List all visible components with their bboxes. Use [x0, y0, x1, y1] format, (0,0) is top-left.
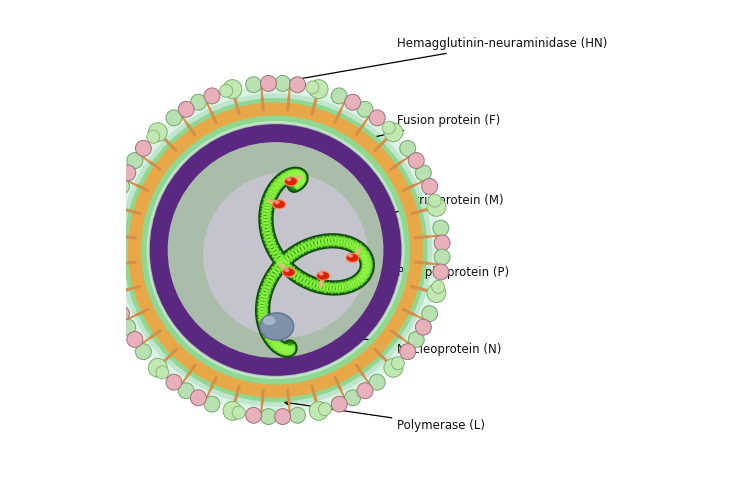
Circle shape	[120, 165, 136, 181]
Circle shape	[106, 206, 119, 220]
Circle shape	[204, 396, 220, 412]
Circle shape	[220, 84, 232, 97]
Circle shape	[369, 374, 386, 390]
Ellipse shape	[319, 272, 324, 276]
Circle shape	[223, 402, 242, 420]
Circle shape	[345, 390, 361, 406]
Circle shape	[260, 408, 277, 424]
Circle shape	[113, 178, 130, 194]
Circle shape	[166, 374, 182, 390]
Text: Fusion protein (F): Fusion protein (F)	[362, 114, 501, 141]
Circle shape	[345, 94, 361, 110]
Circle shape	[309, 402, 328, 420]
Circle shape	[274, 408, 290, 424]
Circle shape	[434, 249, 450, 265]
Circle shape	[166, 110, 182, 126]
Ellipse shape	[348, 254, 353, 258]
Ellipse shape	[286, 178, 292, 181]
Circle shape	[416, 165, 431, 181]
Circle shape	[136, 140, 152, 156]
Circle shape	[190, 390, 206, 406]
Circle shape	[102, 264, 118, 280]
Circle shape	[433, 220, 448, 236]
Circle shape	[148, 123, 167, 142]
Circle shape	[148, 358, 167, 377]
Ellipse shape	[274, 200, 280, 204]
Circle shape	[422, 178, 438, 194]
Circle shape	[408, 332, 424, 347]
Circle shape	[136, 344, 152, 359]
Text: Nucleoprotein (N): Nucleoprotein (N)	[310, 331, 502, 356]
Circle shape	[427, 198, 446, 216]
Circle shape	[274, 76, 290, 92]
Ellipse shape	[203, 172, 368, 338]
Circle shape	[332, 88, 347, 104]
Ellipse shape	[282, 268, 296, 277]
Ellipse shape	[284, 268, 290, 272]
Circle shape	[102, 220, 118, 236]
Text: Hemagglutinin-neuraminidase (HN): Hemagglutinin-neuraminidase (HN)	[278, 37, 608, 84]
Circle shape	[382, 121, 395, 134]
Circle shape	[416, 319, 431, 335]
Circle shape	[357, 383, 373, 398]
Ellipse shape	[168, 142, 383, 358]
Circle shape	[369, 110, 386, 126]
Circle shape	[306, 81, 319, 94]
Circle shape	[357, 102, 373, 117]
Ellipse shape	[119, 94, 432, 406]
Ellipse shape	[284, 177, 298, 186]
Circle shape	[101, 249, 117, 265]
Circle shape	[428, 194, 441, 207]
Circle shape	[434, 235, 450, 251]
Circle shape	[223, 80, 242, 98]
Text: Matrix protein (M): Matrix protein (M)	[362, 194, 504, 220]
Circle shape	[400, 140, 416, 156]
Circle shape	[204, 88, 220, 104]
Circle shape	[113, 306, 130, 322]
Circle shape	[101, 235, 117, 251]
Circle shape	[432, 280, 445, 293]
Circle shape	[384, 123, 403, 142]
Circle shape	[427, 284, 446, 302]
Circle shape	[120, 319, 136, 335]
Ellipse shape	[272, 200, 286, 209]
Circle shape	[433, 264, 448, 280]
Circle shape	[400, 344, 416, 359]
Circle shape	[178, 383, 194, 398]
Circle shape	[127, 152, 142, 168]
Circle shape	[246, 77, 262, 92]
Circle shape	[110, 293, 123, 306]
Circle shape	[408, 152, 424, 168]
Circle shape	[309, 80, 328, 98]
Circle shape	[332, 396, 347, 412]
Circle shape	[384, 358, 403, 377]
Ellipse shape	[150, 124, 401, 376]
Circle shape	[290, 77, 305, 92]
Circle shape	[178, 102, 194, 117]
Circle shape	[319, 403, 332, 415]
Circle shape	[147, 130, 160, 143]
Circle shape	[232, 406, 245, 419]
Text: Polymerase (L): Polymerase (L)	[285, 400, 485, 432]
Ellipse shape	[112, 86, 439, 414]
Circle shape	[392, 356, 404, 370]
Ellipse shape	[148, 123, 402, 377]
Ellipse shape	[203, 172, 368, 338]
Ellipse shape	[316, 272, 329, 280]
Circle shape	[127, 332, 142, 347]
Ellipse shape	[263, 316, 275, 325]
Ellipse shape	[346, 254, 359, 262]
Ellipse shape	[260, 313, 294, 340]
Circle shape	[246, 408, 262, 423]
Circle shape	[190, 94, 206, 110]
Circle shape	[105, 284, 124, 302]
Text: Phosphoprotein (P): Phosphoprotein (P)	[362, 266, 509, 283]
Circle shape	[105, 198, 124, 216]
Circle shape	[422, 306, 438, 322]
Circle shape	[156, 366, 169, 379]
Circle shape	[260, 76, 277, 92]
Circle shape	[290, 408, 305, 423]
